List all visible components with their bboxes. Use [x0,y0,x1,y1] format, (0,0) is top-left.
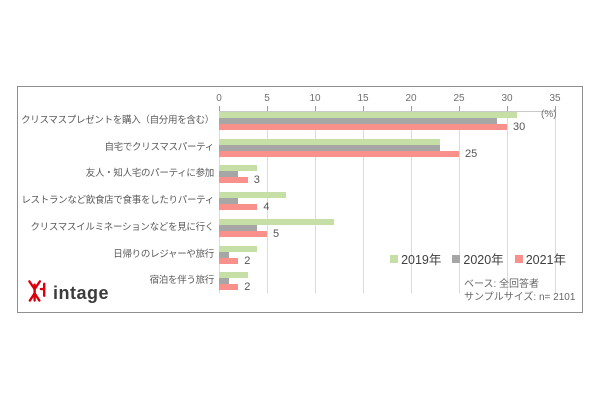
legend-item-2019年: 2019年 [390,249,441,268]
value-label: 2 [244,254,251,267]
value-label: 4 [263,201,270,214]
axis-tick [315,106,316,111]
category-label: レストランなど飲食店で食事をしたりパーティ [21,195,214,207]
axis-tick-label: 25 [453,93,465,104]
intage-logo-text: intage [53,282,110,303]
bar-2020年 [219,171,239,178]
axis-tick [507,106,508,111]
legend-item-2020年: 2020年 [452,249,504,268]
bar-2019年 [219,192,287,199]
category-label: クリスマスプレゼントを購入（自分用を含む） [21,115,214,126]
chart-frame: 0 5 10 15 20 25 30 35 クリスマスプレゼントを購入（自分用を含む） 30 自宅で… [17,86,583,313]
bar-2021年 [219,257,239,264]
bar-2021年 [219,177,248,184]
axis-tick-label: 30 [501,93,513,104]
value-label: 5 [273,227,280,240]
gridline [411,111,412,293]
axis-tick-label: 10 [309,93,321,104]
intage-logo: intage [26,277,109,308]
axis-tick [363,106,364,111]
axis-tick [459,106,460,111]
axis-tick [555,106,556,111]
value-label: 30 [513,121,526,133]
bar-2021年 [219,284,239,291]
gridline [555,111,556,293]
axis-unit-label: (%) [541,109,557,120]
bar-2019年 [219,112,517,118]
bar-2021年 [219,150,459,157]
x-axis-line [219,111,555,112]
footnote: ベース: 全回答者 サンプルサイズ: n= 2101 [464,279,575,304]
value-label: 25 [465,147,478,160]
value-label: 2 [244,281,251,294]
category-label: 日帰りのレジャーや旅行 [113,248,214,260]
axis-tick-label: 5 [264,93,270,104]
axis-tick [219,106,220,111]
footnote-sample-size: サンプルサイズ: n= 2101 [464,291,576,303]
legend-label: 2021年 [525,253,566,267]
bar-2019年 [219,272,248,279]
legend-chip-2019年 [390,254,399,263]
axis-tick [267,106,268,111]
axis-tick-label: 15 [357,93,369,104]
bar-2019年 [219,218,335,225]
legend-label: 2020年 [463,253,504,267]
category-label: クリスマスイルミネーションなどを見に行く [30,221,214,233]
bar-2020年 [219,144,440,151]
bar-2019年 [219,165,258,172]
bar-2020年 [219,278,229,285]
legend-chip-2021年 [514,254,523,263]
legend-chip-2020年 [452,254,461,263]
gridline [507,111,508,293]
axis-tick-label: 35 [549,93,561,104]
gridline [363,111,364,293]
intage-logo-mark-icon [26,277,49,308]
category-label: 宿泊を伴う旅行 [149,275,215,287]
bar-2020年 [219,224,258,231]
legend: 2019年 2020年 2021年 [390,249,566,268]
bar-2021年 [219,230,267,237]
gridline [459,111,460,293]
axis-tick-label: 20 [405,93,417,104]
footnote-base: ベース: 全回答者 [464,279,540,290]
bar-2021年 [219,124,507,130]
bar-2020年 [219,198,239,205]
axis-tick [411,106,412,111]
bar-2020年 [219,118,498,124]
bar-2020年 [219,251,229,258]
category-label: 友人・知人宅のパーティに参加 [85,168,215,180]
legend-label: 2019年 [401,253,442,267]
bar-2019年 [219,245,258,252]
bar-2021年 [219,204,258,211]
gridline [315,111,316,293]
axis-tick-label: 0 [216,93,222,104]
legend-item-2021年: 2021年 [514,249,566,268]
gridline [267,111,268,293]
value-label: 3 [253,174,260,187]
plot-area: 0 5 10 15 20 25 30 35 クリスマスプレゼントを購入（自分用を含む） 30 自宅で… [18,87,582,312]
bar-2019年 [219,138,440,145]
category-label: 自宅でクリスマスパーティ [104,141,214,153]
